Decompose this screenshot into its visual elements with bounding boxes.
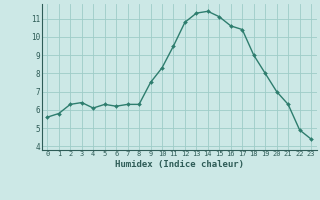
X-axis label: Humidex (Indice chaleur): Humidex (Indice chaleur) [115,160,244,169]
